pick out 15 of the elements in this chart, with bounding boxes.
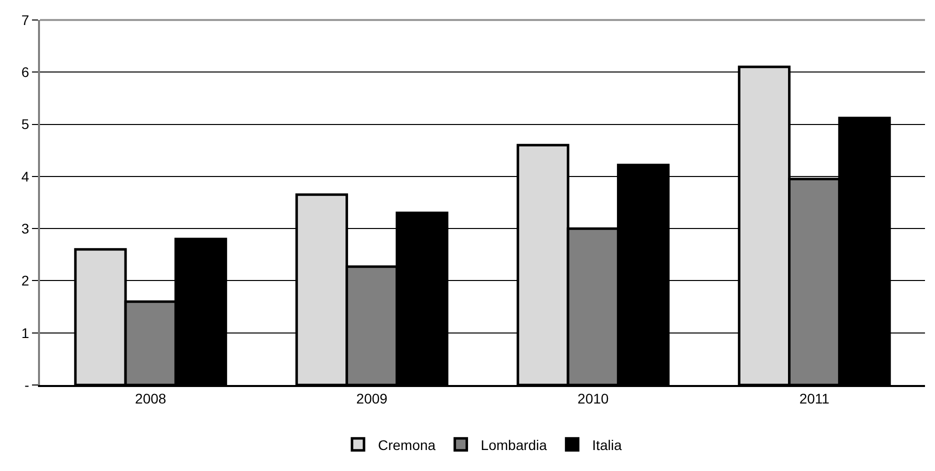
y-tick-label: 4 (21, 168, 30, 184)
x-tick-label: 2008 (135, 390, 166, 407)
y-tick-label: - (24, 376, 30, 393)
y-tick-label: 7 (21, 12, 30, 28)
x-tick-label: 2011 (799, 390, 830, 407)
y-tick-label: 1 (21, 324, 30, 341)
legend-label: Lombardia (480, 436, 548, 453)
x-tick-label: 2009 (356, 390, 388, 407)
legend-label: Cremona (378, 436, 436, 453)
y-tick-label: 5 (21, 116, 30, 132)
y-tick-label: 6 (21, 64, 30, 80)
y-tick-label: 2 (21, 272, 30, 289)
legend-label: Italia (592, 436, 622, 453)
y-tick-label: 3 (21, 220, 30, 236)
x-tick-label: 2010 (578, 390, 609, 407)
